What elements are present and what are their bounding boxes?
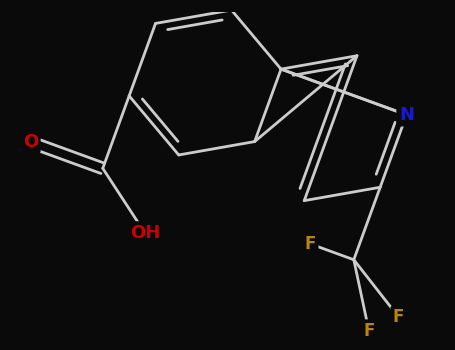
Text: F: F	[305, 235, 316, 253]
Text: N: N	[399, 106, 414, 124]
Text: F: F	[393, 308, 404, 326]
Text: O: O	[23, 133, 38, 151]
Text: F: F	[363, 322, 374, 340]
Text: OH: OH	[130, 224, 160, 242]
